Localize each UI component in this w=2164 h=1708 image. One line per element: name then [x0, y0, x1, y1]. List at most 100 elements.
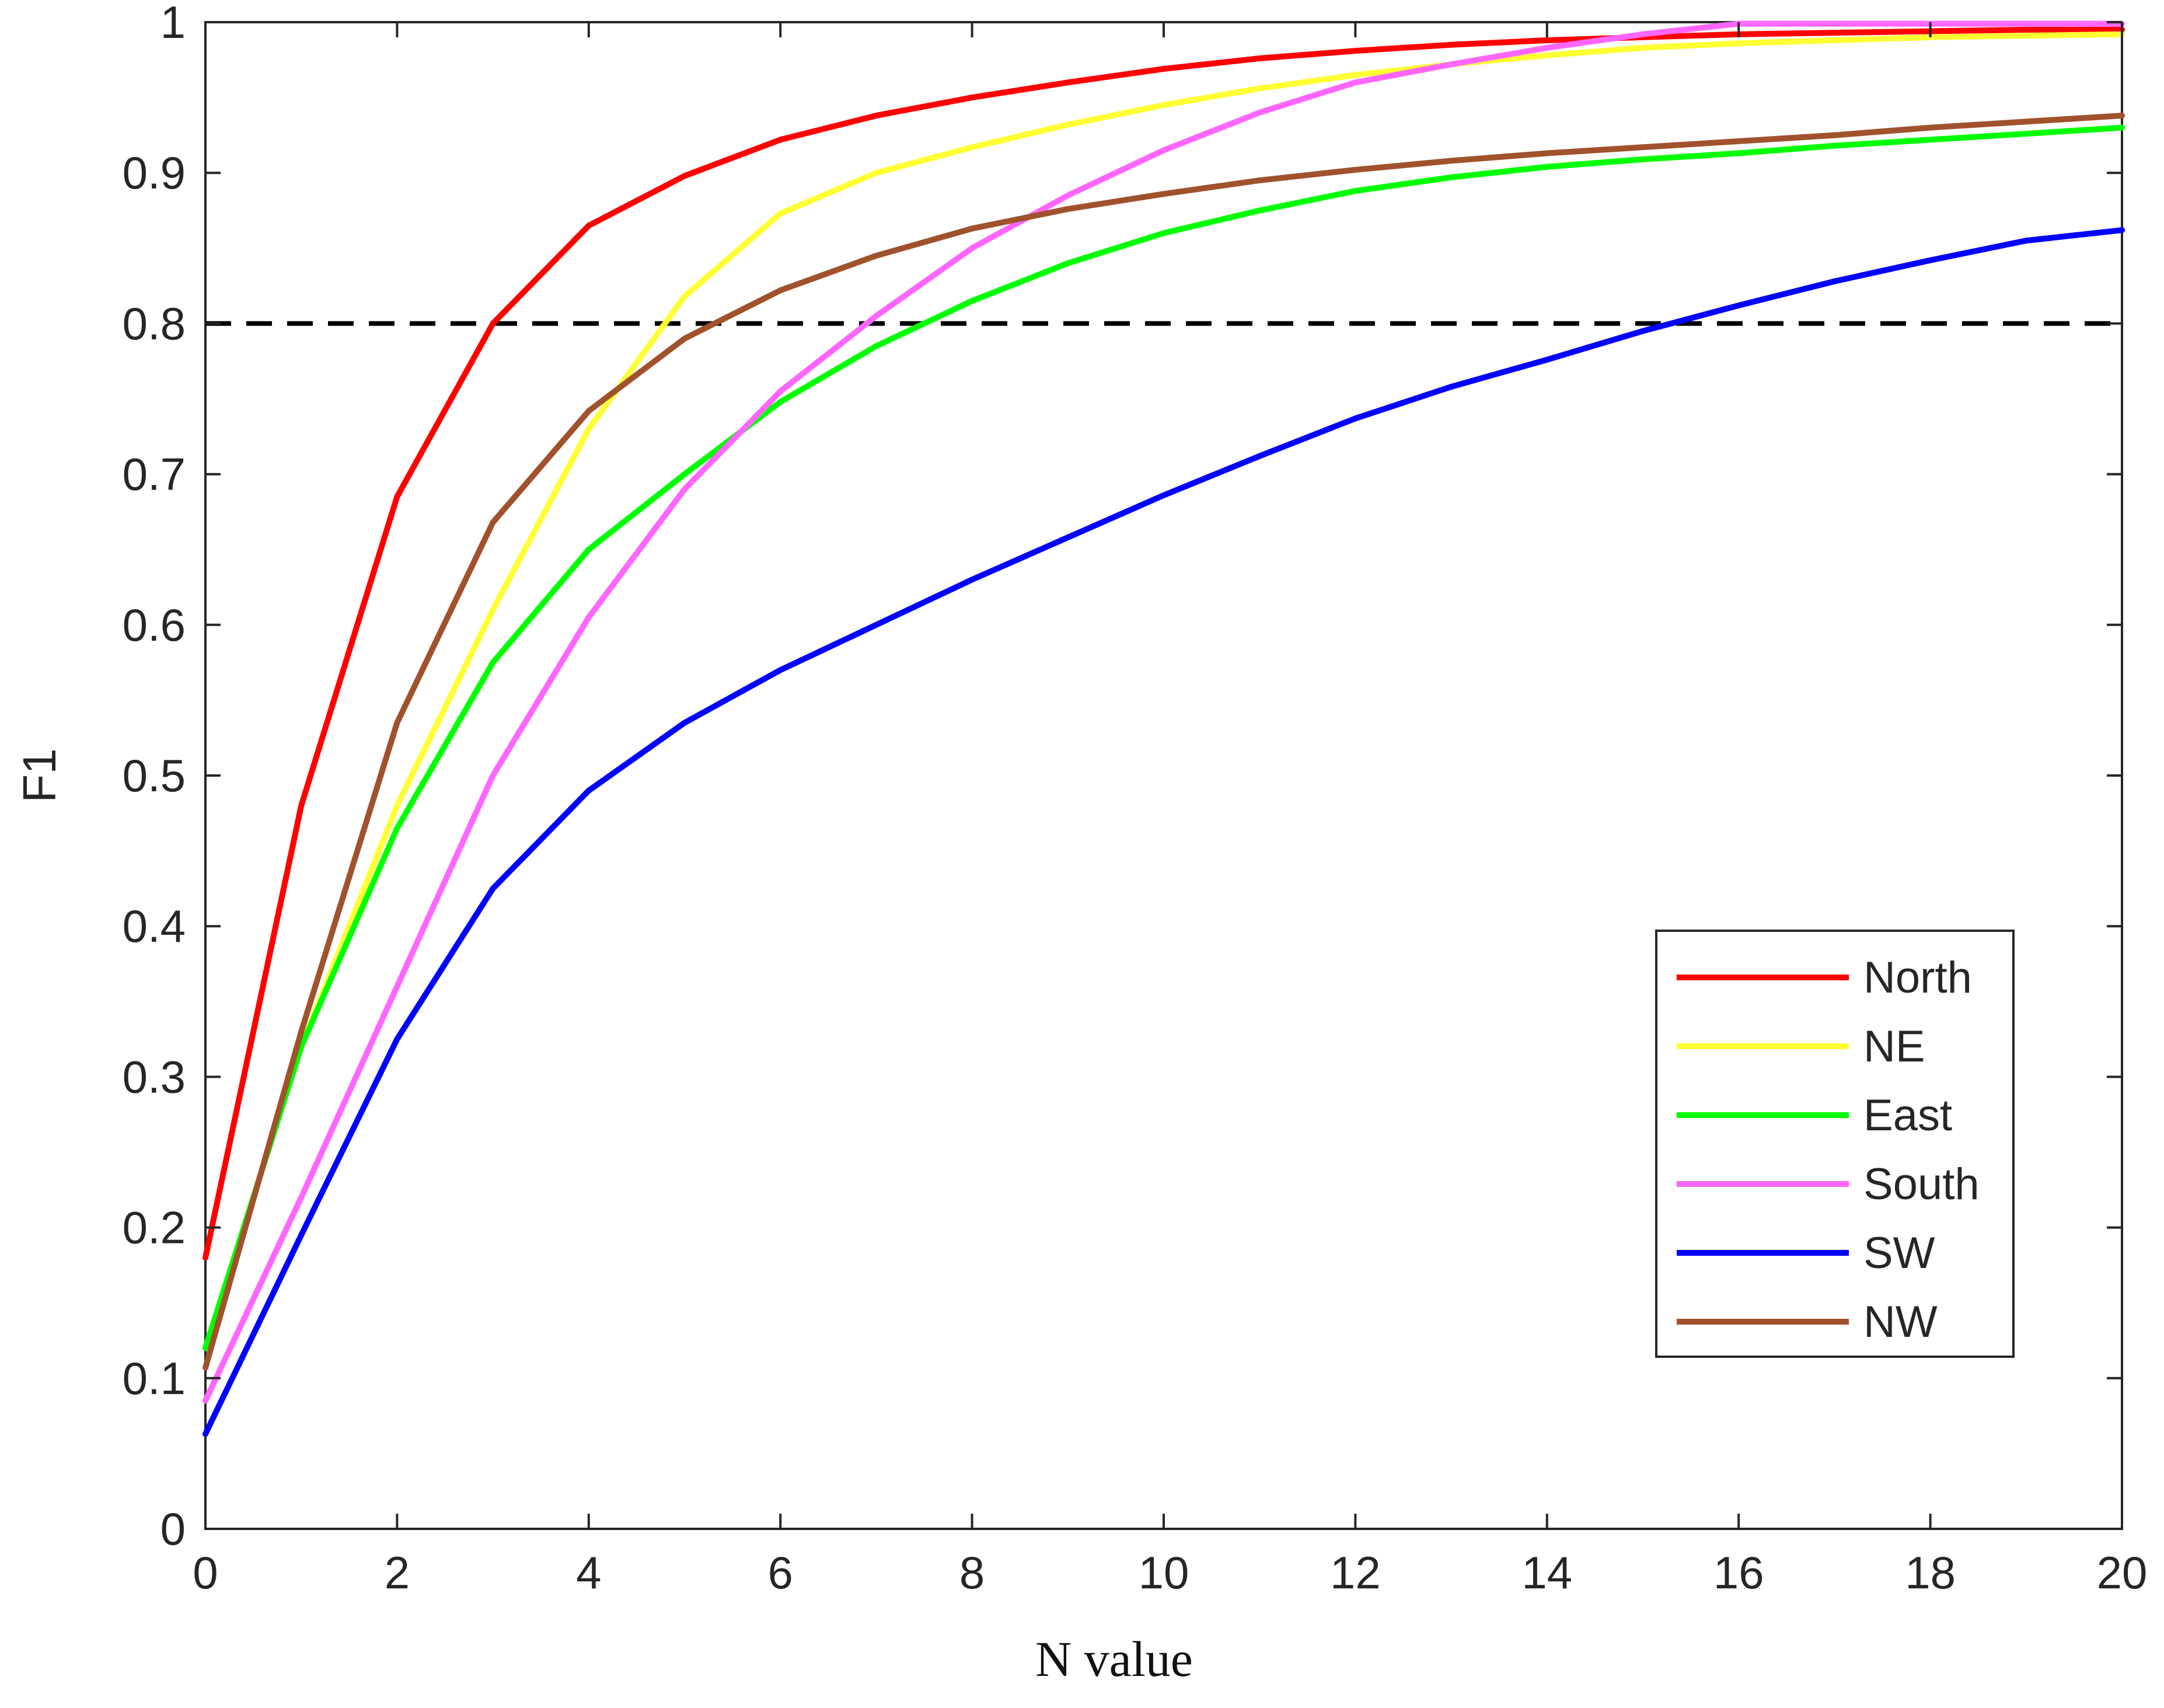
data-point-east [1736, 150, 1742, 156]
legend-label-east: East [1863, 1091, 1952, 1140]
data-point-east [1064, 260, 1071, 267]
data-point-east [2023, 131, 2029, 137]
x-tick-label: 14 [1521, 1547, 1572, 1598]
data-point-sw [2023, 237, 2029, 244]
data-point-ne [1831, 37, 1838, 43]
data-point-ne [1064, 121, 1071, 128]
data-point-nw [1927, 124, 1933, 131]
data-point-sw [682, 719, 687, 726]
data-point-north [1161, 66, 1167, 72]
data-point-nw [1256, 177, 1263, 184]
data-point-ne [1256, 85, 1263, 92]
data-point-north [1064, 79, 1071, 86]
data-point-north [394, 494, 400, 500]
data-point-sw [1448, 383, 1454, 390]
data-point-ne [682, 293, 687, 299]
data-point-south [1831, 20, 1838, 27]
data-point-south [490, 773, 496, 778]
data-point-south [203, 1398, 208, 1404]
data-point-nw [298, 1028, 305, 1035]
data-point-east [1256, 207, 1263, 214]
data-point-east [490, 659, 496, 666]
x-tick-label: 10 [1139, 1547, 1189, 1598]
data-point-east [969, 298, 975, 304]
data-point-south [873, 313, 879, 319]
x-tick-label: 4 [576, 1547, 601, 1598]
data-point-south [1064, 192, 1071, 198]
x-tick-label: 0 [193, 1547, 218, 1598]
legend-label-nw: NW [1863, 1297, 1938, 1347]
data-point-ne [1640, 44, 1646, 51]
data-point-nw [585, 408, 592, 414]
y-tick-label: 0.8 [123, 298, 186, 349]
data-point-nw [682, 336, 687, 342]
y-tick-label: 0 [160, 1503, 186, 1555]
y-tick-label: 0.5 [123, 750, 186, 801]
y-tick-label: 1 [160, 0, 186, 48]
data-point-nw [1161, 191, 1167, 197]
data-point-north [585, 222, 592, 229]
y-tick-label: 0.1 [123, 1353, 186, 1404]
data-point-east [1927, 137, 1933, 143]
y-tick-label: 0.2 [123, 1202, 186, 1253]
data-point-ne [394, 802, 400, 809]
x-tick-label: 18 [1905, 1547, 1956, 1598]
y-tick-label: 0.9 [123, 147, 186, 198]
data-point-nw [203, 1364, 208, 1371]
data-point-sw [394, 1036, 400, 1042]
x-tick-label: 16 [1713, 1547, 1764, 1598]
data-point-ne [1161, 102, 1167, 109]
data-point-sw [1161, 492, 1167, 498]
data-point-south [1256, 109, 1263, 116]
data-point-east [1352, 188, 1359, 194]
x-tick-label: 2 [385, 1547, 410, 1598]
data-point-sw [1831, 278, 1838, 285]
data-point-nw [1640, 144, 1646, 151]
data-point-north [682, 173, 687, 179]
data-point-south [1544, 44, 1550, 51]
legend: North NE East South SW NW [1655, 930, 2015, 1358]
data-point-nw [777, 287, 784, 294]
data-point-nw [490, 519, 496, 526]
data-point-ne [777, 210, 784, 216]
data-point-sw [969, 577, 975, 583]
data-point-sw [490, 885, 496, 892]
data-point-north [1256, 55, 1263, 61]
series-east [203, 124, 2125, 1351]
y-tick-label: 0.3 [123, 1051, 186, 1102]
data-point-south [1640, 31, 1646, 37]
series-layer [203, 20, 2125, 1437]
data-point-ne [490, 606, 496, 613]
data-point-north [1544, 37, 1550, 43]
data-point-north [298, 802, 305, 809]
data-point-nw [1831, 132, 1838, 138]
data-point-east [2119, 124, 2125, 131]
data-point-north [203, 1255, 208, 1261]
data-point-sw [1352, 415, 1359, 422]
data-point-north [873, 113, 879, 119]
legend-box [1655, 930, 2015, 1358]
data-point-north [969, 95, 975, 101]
data-point-north [1448, 41, 1454, 48]
data-point-sw [1256, 453, 1263, 459]
y-tick-label: 0.4 [123, 900, 186, 952]
data-point-south [1448, 61, 1454, 68]
data-point-east [585, 546, 592, 553]
data-point-nw [1352, 167, 1359, 173]
data-point-ne [1352, 72, 1359, 78]
data-point-south [394, 983, 400, 990]
data-point-ne [1544, 52, 1550, 58]
data-point-east [777, 399, 784, 405]
data-point-south [585, 614, 592, 620]
x-tick-label: 8 [959, 1547, 985, 1598]
data-point-north [1352, 48, 1359, 54]
data-point-sw [1640, 328, 1646, 334]
x-tick-label: 20 [2097, 1547, 2148, 1598]
data-point-nw [1448, 158, 1454, 164]
data-point-nw [1544, 150, 1550, 156]
series-sw [203, 227, 2125, 1437]
data-point-east [1161, 230, 1167, 236]
data-point-sw [1064, 535, 1071, 541]
